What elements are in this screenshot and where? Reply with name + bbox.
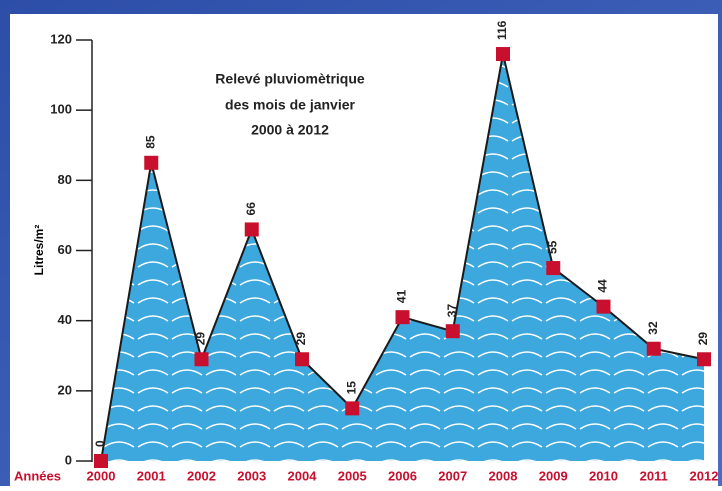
- marker: [546, 261, 560, 275]
- marker: [597, 300, 611, 314]
- x-tick-label: 2001: [137, 468, 166, 483]
- x-tick-label: 2009: [539, 468, 568, 483]
- value-label: 85: [143, 135, 157, 149]
- value-label: 44: [596, 279, 610, 293]
- y-tick-label: 100: [50, 102, 72, 117]
- x-tick-label: 2006: [388, 468, 417, 483]
- marker: [647, 342, 661, 356]
- marker: [94, 454, 108, 468]
- marker: [446, 324, 460, 338]
- marker: [144, 156, 158, 170]
- y-tick-label: 0: [65, 452, 72, 467]
- marker: [396, 310, 410, 324]
- y-tick-label: 60: [58, 242, 72, 257]
- value-label: 116: [495, 20, 509, 40]
- value-label: 32: [646, 321, 660, 335]
- x-tick-label: 2003: [237, 468, 266, 483]
- value-label: 15: [344, 381, 358, 395]
- x-tick-label: 2010: [589, 468, 618, 483]
- y-tick-label: 40: [58, 312, 72, 327]
- y-axis-label: Litres/m²: [32, 225, 46, 276]
- x-tick-label: 2004: [288, 468, 318, 483]
- y-tick-label: 120: [50, 31, 72, 46]
- x-tick-label: 2008: [489, 468, 518, 483]
- value-label: 29: [294, 332, 308, 346]
- marker: [496, 47, 510, 61]
- marker: [345, 401, 359, 415]
- chart-title: des mois de janvier: [225, 97, 355, 113]
- value-label: 29: [194, 332, 208, 346]
- value-label: 66: [244, 202, 258, 216]
- value-label: 29: [696, 332, 710, 346]
- x-tick-label: 2007: [438, 468, 467, 483]
- marker: [195, 352, 209, 366]
- x-tick-label: 2005: [338, 468, 367, 483]
- y-tick-label: 20: [58, 382, 72, 397]
- x-tick-label: 2011: [640, 468, 668, 483]
- value-label: 55: [545, 240, 559, 254]
- marker: [295, 352, 309, 366]
- x-axis-label: Années: [14, 468, 61, 483]
- chart-title: Relevé pluviomètrique: [215, 71, 365, 87]
- chart: Litres/m² Années Relevé pluviomètrique d…: [0, 0, 722, 486]
- value-label: 37: [445, 304, 459, 318]
- x-tick-label: 2000: [87, 468, 116, 483]
- value-label: 41: [395, 289, 409, 303]
- marker: [245, 222, 259, 236]
- x-tick-label: 2012: [690, 468, 719, 483]
- marker: [697, 352, 711, 366]
- chart-title: 2000 à 2012: [251, 122, 329, 138]
- y-tick-label: 80: [58, 172, 72, 187]
- x-tick-label: 2002: [187, 468, 216, 483]
- value-label: 0: [93, 440, 107, 447]
